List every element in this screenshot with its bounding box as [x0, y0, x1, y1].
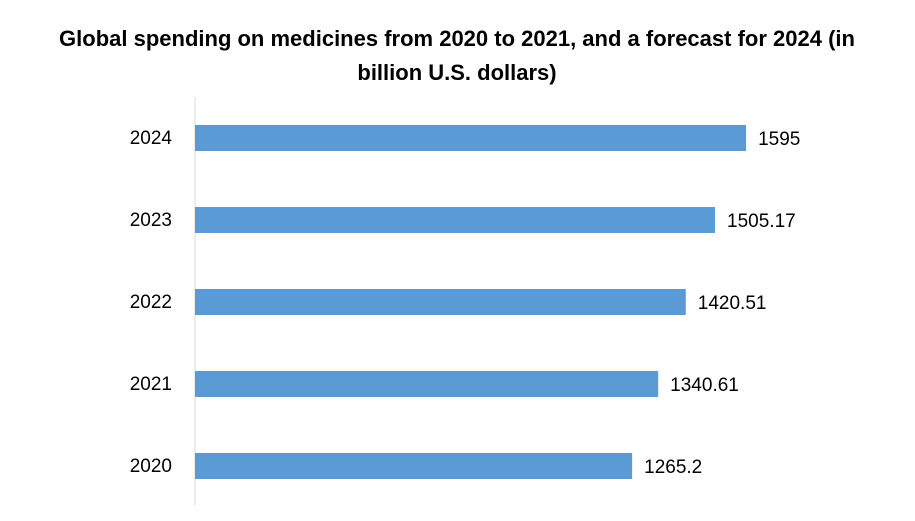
- chart-title: Global spending on medicines from 2020 t…: [59, 26, 855, 85]
- y-tick-label: 2024: [130, 128, 173, 149]
- bar: [195, 289, 686, 315]
- y-tick-label: 2020: [130, 456, 172, 477]
- bar: [195, 453, 633, 479]
- data-label: 1420.51: [698, 293, 767, 314]
- data-label: 1340.61: [670, 375, 739, 396]
- data-label: 1265.2: [644, 457, 702, 478]
- y-tick-label: 2022: [130, 292, 172, 313]
- data-label: 1595: [758, 129, 800, 150]
- bar: [195, 125, 747, 151]
- y-tick-label: 2023: [130, 210, 172, 231]
- data-label: 1505.17: [727, 211, 796, 232]
- bar: [195, 207, 716, 233]
- bar: [195, 371, 659, 397]
- y-tick-label: 2021: [130, 374, 172, 395]
